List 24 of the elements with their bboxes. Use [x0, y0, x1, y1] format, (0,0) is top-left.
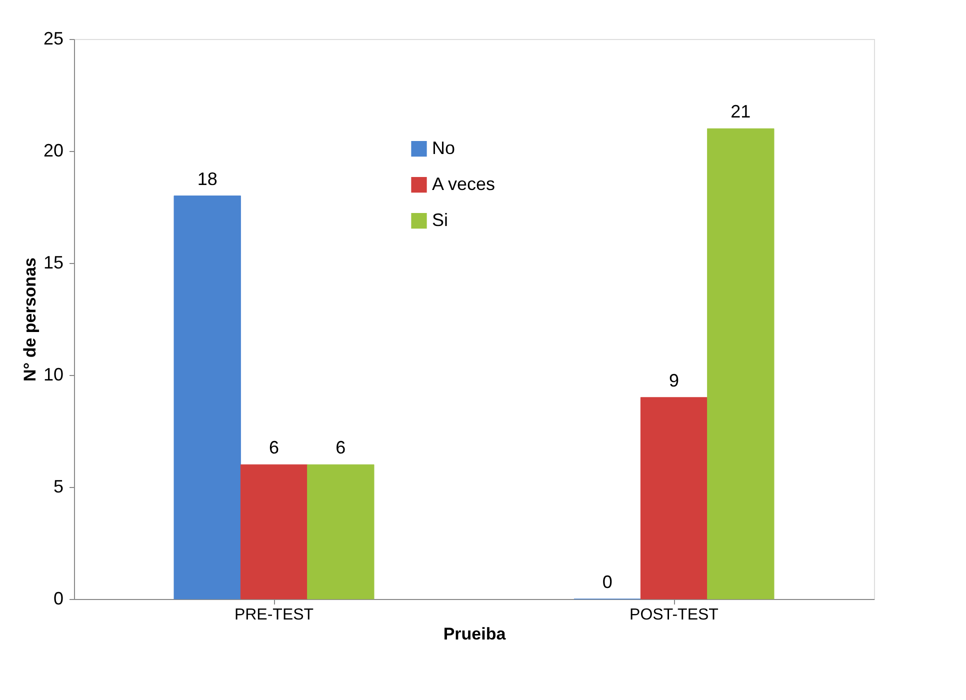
- data-label: 6: [268, 438, 280, 458]
- data-label: 18: [197, 168, 218, 189]
- y-tick-label: 15: [43, 252, 64, 272]
- y-tick-label: 20: [43, 140, 64, 160]
- x-axis-title: Prueiba: [443, 624, 506, 644]
- bar: [174, 196, 241, 600]
- bar: [240, 464, 308, 600]
- x-tick-label: POST-TEST: [630, 606, 719, 624]
- bar: [640, 397, 708, 600]
- x-tick-label: PRE-TEST: [234, 606, 314, 624]
- bar: [307, 464, 374, 600]
- legend-label: Si: [432, 210, 448, 230]
- y-tick-label: 5: [53, 476, 64, 496]
- data-label: 9: [668, 370, 680, 390]
- data-label: 6: [336, 438, 346, 458]
- legend-label: No: [432, 138, 456, 158]
- y-axis-title: N° de personas: [20, 258, 40, 382]
- data-label: 0: [602, 572, 612, 592]
- legend-label: A veces: [432, 174, 496, 194]
- y-tick-label: 0: [53, 588, 64, 608]
- bar: [707, 128, 774, 600]
- y-tick-label: 25: [43, 28, 64, 48]
- data-label: 21: [730, 102, 751, 122]
- y-tick-label: 10: [43, 364, 64, 384]
